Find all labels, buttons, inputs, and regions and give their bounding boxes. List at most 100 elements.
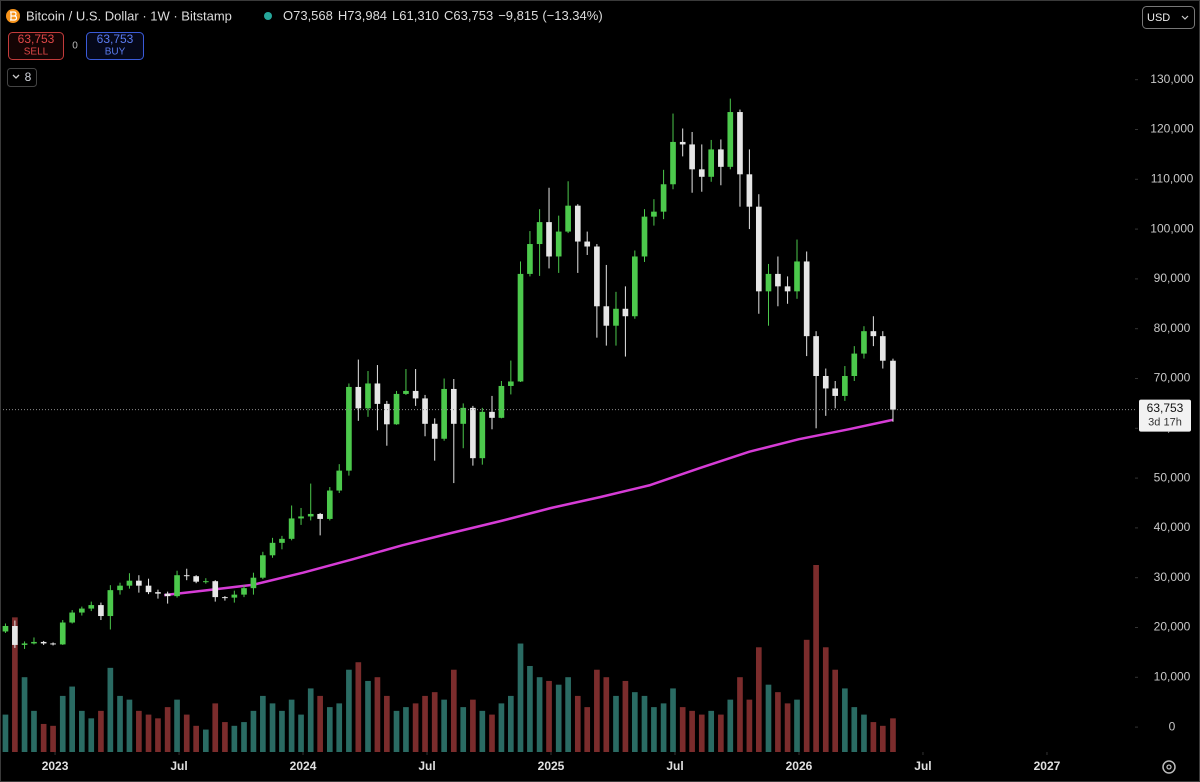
volume-bar xyxy=(50,725,56,752)
volume-bar xyxy=(574,695,581,752)
moving-average-line xyxy=(164,418,894,597)
buy-label: BUY xyxy=(105,47,126,58)
volume-bar xyxy=(31,710,37,752)
volume-bar xyxy=(755,647,762,752)
volume-bar xyxy=(279,710,285,752)
candle-body xyxy=(422,398,428,424)
candle-body xyxy=(890,360,896,410)
volume-bar xyxy=(250,710,257,752)
y-tick-label: 130,000 xyxy=(1150,72,1194,86)
volume-bar xyxy=(21,677,28,752)
volume-bar xyxy=(832,669,839,752)
candle-body xyxy=(803,261,810,337)
candle-body xyxy=(622,308,629,317)
settings-button[interactable] xyxy=(1162,760,1176,774)
candle-body xyxy=(145,585,152,593)
x-tick-label: Jul xyxy=(666,759,683,773)
market-status[interactable] xyxy=(264,12,272,20)
volume-bar xyxy=(288,699,295,752)
currency-label: USD xyxy=(1147,12,1170,24)
candle-body xyxy=(574,205,581,242)
volume-bar xyxy=(613,695,619,752)
candle-body xyxy=(479,411,486,459)
candle-body xyxy=(288,518,295,539)
symbol-title[interactable]: Bitcoin / U.S. Dollar · 1W · Bitstamp xyxy=(26,8,232,23)
candle-body xyxy=(174,575,180,597)
candle-body xyxy=(212,581,219,598)
y-tick-label: 20,000 xyxy=(1154,620,1191,634)
volume-bar xyxy=(317,695,323,752)
volume-bar xyxy=(641,695,648,752)
volume-bar xyxy=(546,680,552,752)
readout-open: O73,568 xyxy=(283,8,333,23)
candle-body xyxy=(489,411,495,418)
volume-bar xyxy=(12,617,18,752)
sell-button[interactable] xyxy=(8,32,64,60)
candle-body xyxy=(536,222,543,245)
candle-body xyxy=(450,388,457,424)
volume-bar xyxy=(527,665,533,752)
indicators-toggle[interactable] xyxy=(7,68,37,87)
candle-body xyxy=(613,308,619,326)
candle-body xyxy=(527,244,533,274)
candle-body xyxy=(126,580,133,586)
x-tick-label: 2025 xyxy=(538,759,565,773)
y-tick-label: 10,000 xyxy=(1154,669,1191,683)
candle-body xyxy=(822,376,829,389)
candle-body xyxy=(794,261,800,292)
volume-bar xyxy=(508,695,514,752)
y-tick-label: 50,000 xyxy=(1154,470,1191,484)
candle-body xyxy=(279,538,285,543)
indicator-count: 8 xyxy=(25,70,32,84)
candle-body xyxy=(765,273,772,292)
volume-bar xyxy=(40,723,47,752)
candle-body xyxy=(355,386,362,409)
volume-bar xyxy=(718,714,724,752)
currency-dropdown[interactable] xyxy=(1142,6,1195,29)
candle-body xyxy=(40,641,47,644)
candle-body xyxy=(737,112,743,175)
volume-bar xyxy=(450,669,457,752)
candle-body xyxy=(565,205,571,232)
candle-body xyxy=(79,608,85,613)
readout-close: C63,753 xyxy=(444,8,493,23)
volume-bar xyxy=(374,677,381,752)
candle-body xyxy=(250,577,257,589)
y-tick-label: 40,000 xyxy=(1154,520,1191,534)
y-tick-label: 100,000 xyxy=(1150,221,1194,235)
candle-body xyxy=(136,580,142,586)
candle-body xyxy=(298,516,304,519)
volume-bar xyxy=(164,707,171,752)
candle-body xyxy=(727,112,734,167)
volume-bar xyxy=(851,707,858,752)
volume-bar xyxy=(594,669,600,752)
x-tick-label: 2026 xyxy=(786,759,813,773)
candle-body xyxy=(498,385,505,418)
volume-bar xyxy=(412,703,419,752)
candle-body xyxy=(269,542,276,556)
candle-body xyxy=(670,141,676,185)
y-tick-label: 70,000 xyxy=(1154,371,1191,385)
candle-body xyxy=(660,184,667,212)
buy-button[interactable] xyxy=(86,32,144,60)
volume-bar xyxy=(336,703,343,752)
y-tick-label: 80,000 xyxy=(1154,321,1191,335)
volume-bar xyxy=(422,695,428,752)
candle-body xyxy=(861,331,867,354)
volume-bar xyxy=(326,707,333,752)
candle-body xyxy=(431,423,438,439)
candle-body xyxy=(241,588,247,595)
volume-bar xyxy=(737,677,743,752)
countdown-label: 3d 17h xyxy=(1148,417,1182,429)
volume-bar xyxy=(708,710,715,752)
volume-bar xyxy=(842,688,848,752)
candle-body xyxy=(317,513,323,519)
candle-body xyxy=(88,605,95,609)
volume-bar xyxy=(155,718,161,752)
candle-body xyxy=(441,388,447,439)
candle-body xyxy=(879,336,886,361)
volume-bar xyxy=(59,695,66,752)
